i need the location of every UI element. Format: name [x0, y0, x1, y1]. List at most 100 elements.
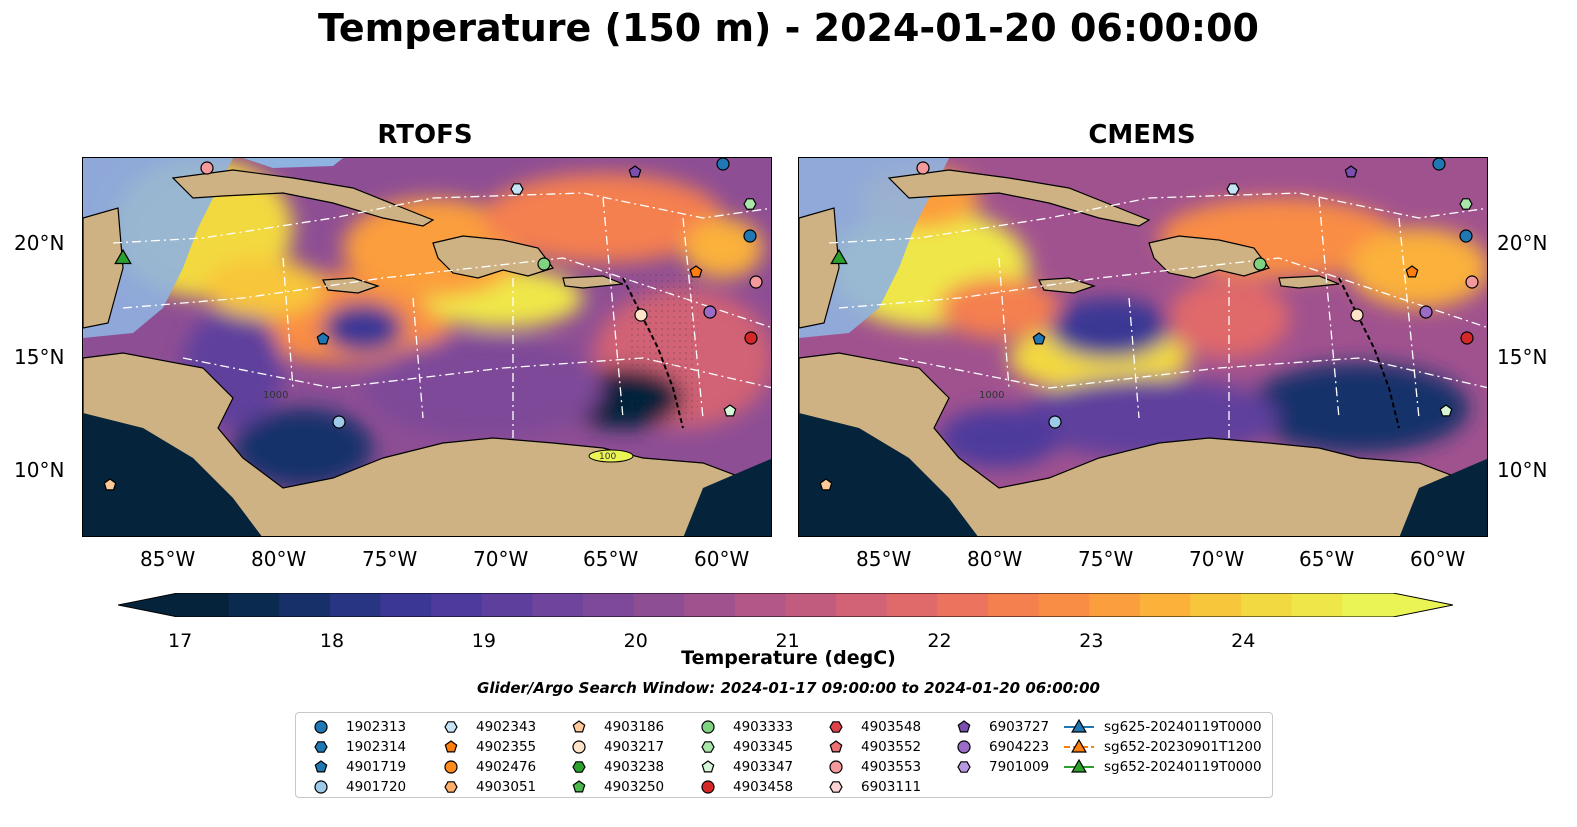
- float-marker[interactable]: [1226, 183, 1240, 195]
- float-marker[interactable]: [1048, 415, 1062, 429]
- legend-marker-icon: [701, 720, 715, 734]
- legend-item: sg652-20230901T1200: [1064, 737, 1262, 757]
- float-marker[interactable]: [830, 248, 848, 265]
- float-marker[interactable]: [703, 305, 717, 319]
- float-marker[interactable]: [634, 308, 648, 322]
- legend-item: 1902314: [306, 737, 406, 757]
- legend-label: 6904223: [989, 739, 1050, 755]
- legend-label: 1902314: [346, 739, 407, 755]
- legend-label: 4903553: [861, 759, 922, 775]
- float-marker[interactable]: [114, 248, 132, 265]
- float-marker[interactable]: [1344, 165, 1358, 178]
- map-rtofs[interactable]: 1000 100: [82, 157, 772, 537]
- legend-item: 4902343: [436, 717, 536, 737]
- legend-item: 4903250: [564, 777, 664, 797]
- float-marker[interactable]: [1253, 257, 1267, 271]
- float-marker[interactable]: [316, 332, 330, 345]
- map-canvas-rtofs: 1000 100: [83, 158, 771, 536]
- colorbar-bin: [684, 593, 736, 617]
- lon-tick: 65°W: [583, 547, 639, 571]
- float-marker[interactable]: [1439, 404, 1453, 417]
- legend-label: 4903217: [604, 739, 665, 755]
- legend-item: 4903345: [693, 737, 793, 757]
- float-markers-rtofs[interactable]: [103, 158, 763, 491]
- float-marker[interactable]: [743, 229, 757, 243]
- legend-marker-icon: [314, 760, 328, 773]
- float-marker[interactable]: [1032, 332, 1046, 345]
- float-marker[interactable]: [916, 161, 930, 175]
- float-marker[interactable]: [1350, 308, 1364, 322]
- colorbar-bin: [279, 593, 331, 617]
- legend-column: sg625-20240119T0000 sg652-20230901T1200 sg…: [1064, 717, 1262, 777]
- lon-tick: 70°W: [473, 547, 529, 571]
- legend-label: 4902476: [476, 759, 537, 775]
- float-markers-cmems[interactable]: [819, 158, 1479, 491]
- colorbar-bin: [1342, 593, 1394, 617]
- float-marker[interactable]: [749, 275, 763, 289]
- map-cmems[interactable]: 1000: [798, 157, 1488, 537]
- float-marker[interactable]: [743, 198, 757, 210]
- colorbar-bin: [380, 593, 432, 617]
- colorbar-tick-label: 18: [319, 630, 345, 652]
- legend-item: 4903333: [693, 717, 793, 737]
- colorbar: [118, 593, 1453, 617]
- legend-column: 4903548 4903552 4903553 6903111: [821, 717, 921, 797]
- legend-item: 4902355: [436, 737, 536, 757]
- lon-tick: 75°W: [1078, 547, 1134, 571]
- colorbar-bin: [1190, 593, 1242, 617]
- legend-item: 1902313: [306, 717, 406, 737]
- float-marker[interactable]: [819, 478, 833, 491]
- legend-label: 4901719: [346, 759, 407, 775]
- legend-item: 4903552: [821, 737, 921, 757]
- float-marker[interactable]: [1459, 198, 1473, 210]
- float-marker[interactable]: [628, 165, 642, 178]
- lon-tick: 70°W: [1189, 547, 1245, 571]
- float-marker[interactable]: [1432, 158, 1446, 171]
- legend-label: 4903552: [861, 739, 922, 755]
- legend-item: 6904223: [949, 737, 1049, 757]
- float-marker[interactable]: [1460, 331, 1474, 345]
- float-marker[interactable]: [744, 331, 758, 345]
- legend-label: sg652-20240119T0000: [1104, 759, 1262, 775]
- legend-column: 4903333 4903345 4903347 4903458: [693, 717, 793, 797]
- float-marker[interactable]: [332, 415, 346, 429]
- legend-item: 4901720: [306, 777, 406, 797]
- legend-marker-icon: [572, 780, 586, 793]
- float-marker[interactable]: [1419, 305, 1433, 319]
- float-marker[interactable]: [537, 257, 551, 271]
- colorbar-bin: [329, 593, 382, 617]
- lat-tick: 20°N: [14, 231, 65, 255]
- float-marker[interactable]: [689, 265, 703, 278]
- legend-label: 4903548: [861, 719, 922, 735]
- float-marker[interactable]: [716, 158, 730, 171]
- float-marker[interactable]: [723, 404, 737, 417]
- legend-marker-icon: [572, 761, 586, 773]
- float-marker[interactable]: [200, 161, 214, 175]
- colorbar-bin: [178, 593, 230, 617]
- float-marker[interactable]: [1459, 229, 1473, 243]
- contour-label-1000: 1000: [263, 390, 288, 401]
- legend-item: 4903553: [821, 757, 921, 777]
- panel-title-cmems: CMEMS: [1088, 120, 1196, 150]
- legend-column: 4902343 4902355 4902476 4903051: [436, 717, 536, 797]
- legend-label: 4903347: [733, 759, 794, 775]
- colorbar-tick-label: 23: [1079, 630, 1104, 652]
- legend-marker-icon: [829, 781, 843, 793]
- legend-marker-icon: [444, 781, 458, 793]
- legend-item: 4903548: [821, 717, 921, 737]
- colorbar-bin: [532, 593, 584, 617]
- colorbar-tick-label: 21: [775, 630, 800, 652]
- float-marker[interactable]: [510, 183, 524, 195]
- lon-tick: 60°W: [1410, 547, 1466, 571]
- legend-item: 6903727: [949, 717, 1049, 737]
- float-marker[interactable]: [1405, 265, 1419, 278]
- contour-label-1000: 1000: [979, 390, 1004, 401]
- float-marker[interactable]: [1465, 275, 1479, 289]
- colorbar-extend-min: [118, 593, 178, 617]
- legend-label: 1902313: [346, 719, 407, 735]
- float-marker[interactable]: [103, 478, 117, 491]
- search-window-text: Glider/Argo Search Window: 2024-01-17 09…: [477, 679, 1100, 697]
- legend-label: 4903186: [604, 719, 665, 735]
- colorbar-bin: [988, 593, 1040, 617]
- legend-marker-icon: [1064, 738, 1094, 753]
